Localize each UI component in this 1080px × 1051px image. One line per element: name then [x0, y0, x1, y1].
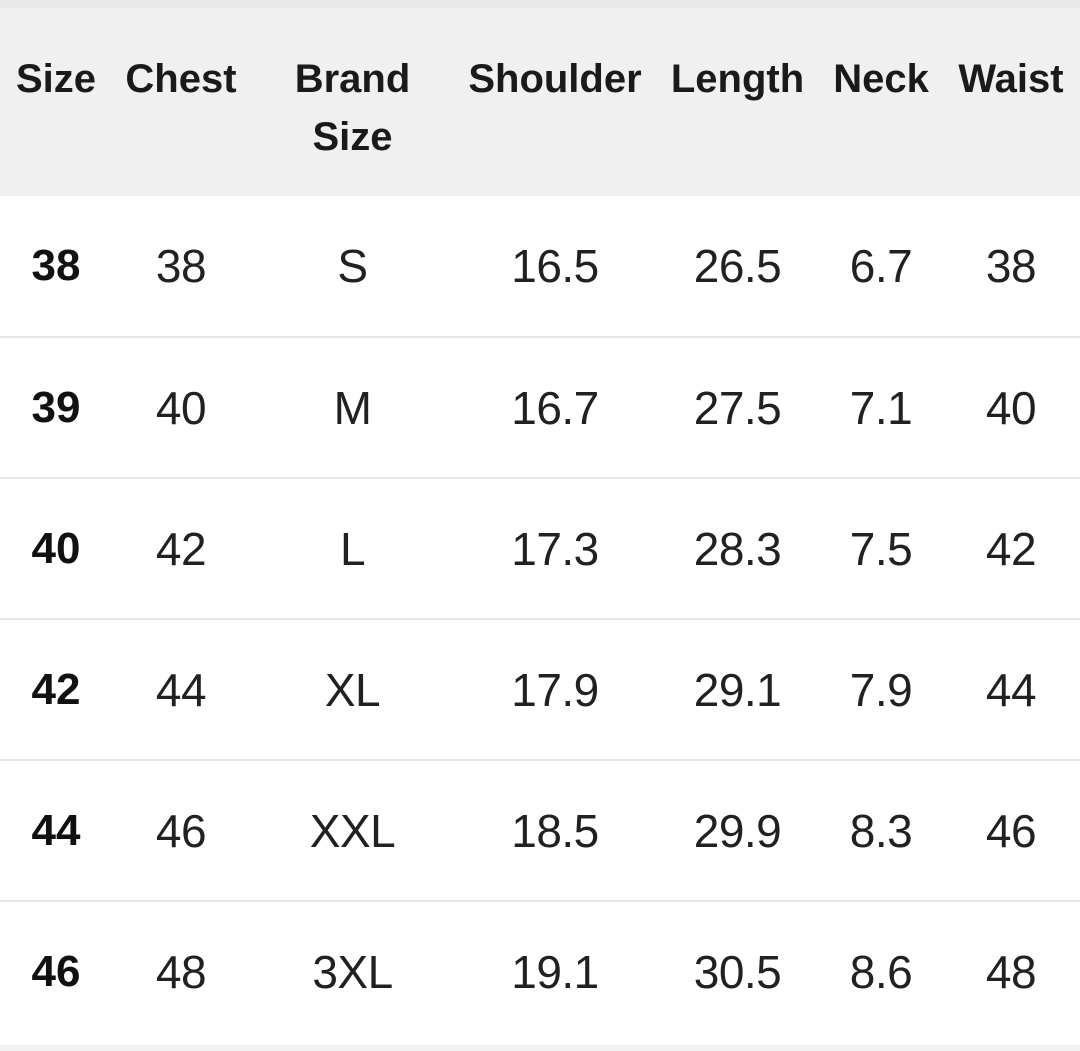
header-cell-brand-size: Brand Size: [294, 57, 411, 159]
cell-shoulder: 18.5: [455, 759, 655, 901]
cell-chest: 48: [112, 900, 250, 1042]
cell-chest: 46: [112, 759, 250, 901]
cell-brand-size: L: [250, 477, 455, 619]
cell-neck: 7.1: [820, 336, 942, 478]
cell-brand-size: 3XL: [250, 900, 455, 1042]
cell-length: 26.5: [693, 240, 782, 292]
cell-shoulder: 17.9: [455, 618, 655, 760]
cell-length: 27.5: [655, 336, 820, 478]
top-divider: [0, 0, 1080, 8]
cell-neck: 6.7: [849, 240, 913, 292]
cell-neck: 7.9: [820, 618, 942, 760]
cell-brand-size: XXL: [250, 759, 455, 901]
cell-waist: 38: [985, 240, 1037, 292]
cell-size: 39: [0, 336, 112, 478]
cell-brand-size: XL: [250, 618, 455, 760]
header-cell-size: Size: [15, 57, 97, 101]
cell-waist: 42: [942, 477, 1080, 619]
header-cell-waist: Waist: [958, 57, 1064, 101]
header-cell-neck: Neck: [833, 57, 929, 101]
cell-shoulder: 19.1: [455, 900, 655, 1042]
header-cell-shoulder: Shoulder: [468, 57, 642, 101]
cell-waist: 40: [942, 336, 1080, 478]
table-row: 38 38 S 16.5 26.5 6.7 38: [0, 196, 1080, 337]
size-chart-table: Size Chest Brand Size Shoulder Length Ne…: [0, 8, 1080, 1042]
cell-size: 42: [0, 618, 112, 760]
cell-brand-size: M: [250, 336, 455, 478]
cell-size: 44: [0, 759, 112, 901]
cell-size: 46: [0, 900, 112, 1042]
table-header: Size Chest Brand Size Shoulder Length Ne…: [0, 8, 1080, 196]
cell-waist: 44: [942, 618, 1080, 760]
cell-waist: 46: [942, 759, 1080, 901]
cell-waist: 48: [942, 900, 1080, 1042]
cell-chest: 40: [112, 336, 250, 478]
header-cell-length: Length: [670, 57, 805, 101]
cell-chest: 38: [155, 240, 207, 292]
cell-shoulder: 16.7: [455, 336, 655, 478]
table-body: 38 38 S 16.5 26.5 6.7 38 39 40 M 16.7 27…: [0, 196, 1080, 1042]
cell-shoulder: 17.3: [455, 477, 655, 619]
table-row: 40 42 L 17.3 28.3 7.5 42: [0, 477, 1080, 619]
cell-neck: 8.3: [820, 759, 942, 901]
cell-shoulder: 16.5: [511, 240, 599, 292]
cell-neck: 7.5: [820, 477, 942, 619]
cell-brand-size: S: [337, 240, 368, 292]
cell-size: 38: [31, 241, 81, 290]
cell-length: 28.3: [655, 477, 820, 619]
cell-length: 29.9: [655, 759, 820, 901]
cell-length: 29.1: [655, 618, 820, 760]
cell-neck: 8.6: [820, 900, 942, 1042]
bottom-divider: [0, 1045, 1080, 1051]
header-row: Size Chest Brand Size Shoulder Length Ne…: [0, 8, 1080, 196]
table-row: 39 40 M 16.7 27.5 7.1 40: [0, 336, 1080, 478]
cell-chest: 42: [112, 477, 250, 619]
table-row: 46 48 3XL 19.1 30.5 8.6 48: [0, 900, 1080, 1042]
table-row: 42 44 XL 17.9 29.1 7.9 44: [0, 618, 1080, 760]
cell-size: 40: [0, 477, 112, 619]
header-cell-chest: Chest: [125, 57, 237, 101]
cell-length: 30.5: [655, 900, 820, 1042]
table-row: 44 46 XXL 18.5 29.9 8.3 46: [0, 759, 1080, 901]
cell-chest: 44: [112, 618, 250, 760]
